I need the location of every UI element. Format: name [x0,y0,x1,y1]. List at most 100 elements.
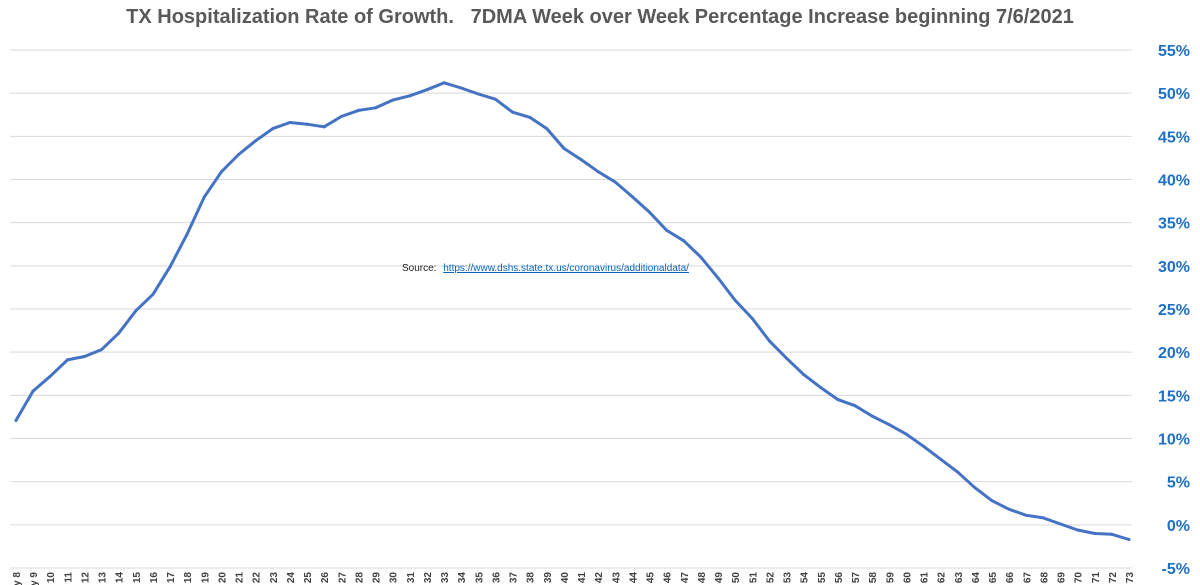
gridlines [10,49,1132,569]
x-tick-label: Day 58 [868,572,879,585]
data-point [254,139,258,143]
x-tick-label: Day 11 [63,572,74,585]
y-tick-label: 35% [1158,216,1190,233]
x-tick-label: Day 20 [217,572,228,585]
x-tick-label: Day 32 [423,572,434,585]
x-tick-label: Day 31 [406,572,417,585]
data-point [853,404,857,408]
data-point [836,398,840,402]
source-note: Source: https://www.dshs.state.tx.us/cor… [402,263,689,274]
x-tick-label: Day 22 [252,572,263,585]
data-point [374,106,378,110]
data-point [785,356,789,360]
x-tick-label: Day 23 [269,572,280,585]
x-tick-label: Day 26 [320,572,331,585]
y-tick-label: 50% [1158,86,1190,103]
x-tick-label: Day 56 [834,572,845,585]
data-point [511,110,515,114]
data-point [528,115,532,119]
data-point [819,386,823,390]
data-point [579,158,583,162]
data-point [939,457,943,461]
chart-title: TX Hospitalization Rate of Growth. 7DMA … [126,6,1074,28]
x-tick-label: Day 45 [646,572,657,585]
x-tick-label: Day 47 [680,572,691,585]
data-point [990,499,994,503]
y-tick-label: 20% [1158,345,1190,362]
x-tick-label: Day 42 [594,572,605,585]
y-tick-label: 40% [1158,173,1190,190]
x-tick-label: Day 15 [132,572,143,585]
data-point [630,195,634,199]
data-point [904,432,908,436]
source-link[interactable]: https://www.dshs.state.tx.us/coronavirus… [443,263,689,274]
x-tick-label: Day 12 [80,572,91,585]
x-tick-label: Day 46 [663,572,674,585]
x-tick-label: Day 40 [560,572,571,585]
data-point [665,228,669,232]
x-tick-label: Day 53 [783,572,794,585]
data-point [100,348,104,352]
y-tick-label: 10% [1158,432,1190,449]
x-tick-label: Day 39 [543,572,554,585]
data-point [322,125,326,129]
x-tick-label: Day 24 [286,572,297,585]
x-tick-label: Day 41 [577,572,588,585]
x-tick-label: Day 54 [800,572,811,585]
x-tick-label: Day 67 [1022,572,1033,585]
x-tick-label: Day 30 [389,572,400,585]
data-point [356,108,360,112]
x-tick-label: Day 59 [885,572,896,585]
data-point [1024,513,1028,517]
y-tick-label: -5% [1162,561,1190,578]
x-tick-label: Day 61 [920,572,931,585]
x-tick-label: Day 62 [937,572,948,585]
data-point [493,97,497,101]
data-point [956,470,960,474]
data-point [699,255,703,259]
x-tick-label: Day 21 [235,572,246,585]
data-point [391,98,395,102]
y-tick-label: 0% [1167,518,1190,535]
x-tick-label: Day 13 [98,572,109,585]
data-point [973,486,977,490]
data-point [237,152,241,156]
data-point [1059,522,1063,526]
data-point [151,292,155,296]
x-tick-label: Day 50 [731,572,742,585]
x-tick-label: Day 8 [12,572,23,585]
data-point [716,276,720,280]
x-tick-label: Day 71 [1091,572,1102,585]
x-tick-label: Day 49 [714,572,725,585]
x-tick-label: Day 25 [303,572,314,585]
x-tick-label: Day 33 [440,572,451,585]
data-point [288,121,292,125]
x-tick-label: Day 38 [526,572,537,585]
x-tick-label: Day 27 [337,572,348,585]
y-tick-label: 55% [1158,43,1190,60]
x-tick-label: Day 35 [474,572,485,585]
data-point [1093,531,1097,535]
x-tick-label: Day 29 [372,572,383,585]
x-tick-label: Day 69 [1057,572,1068,585]
x-tick-label: Day 17 [166,572,177,585]
data-point [1127,538,1131,542]
x-tick-label: Day 48 [697,572,708,585]
data-point [802,373,806,377]
data-point [442,81,446,85]
series-points [14,81,1131,542]
data-point [459,86,463,90]
x-tick-label: Day 10 [46,572,57,585]
data-point [339,114,343,118]
data-point [14,418,18,422]
x-tick-label: Day 63 [954,572,965,585]
data-point [750,316,754,320]
x-tick-label: Day 34 [457,572,468,585]
data-point [767,339,771,343]
y-tick-label: 15% [1158,388,1190,405]
x-tick-label: Day 51 [748,572,759,585]
x-tick-label: Day 52 [765,572,776,585]
data-point [168,265,172,269]
